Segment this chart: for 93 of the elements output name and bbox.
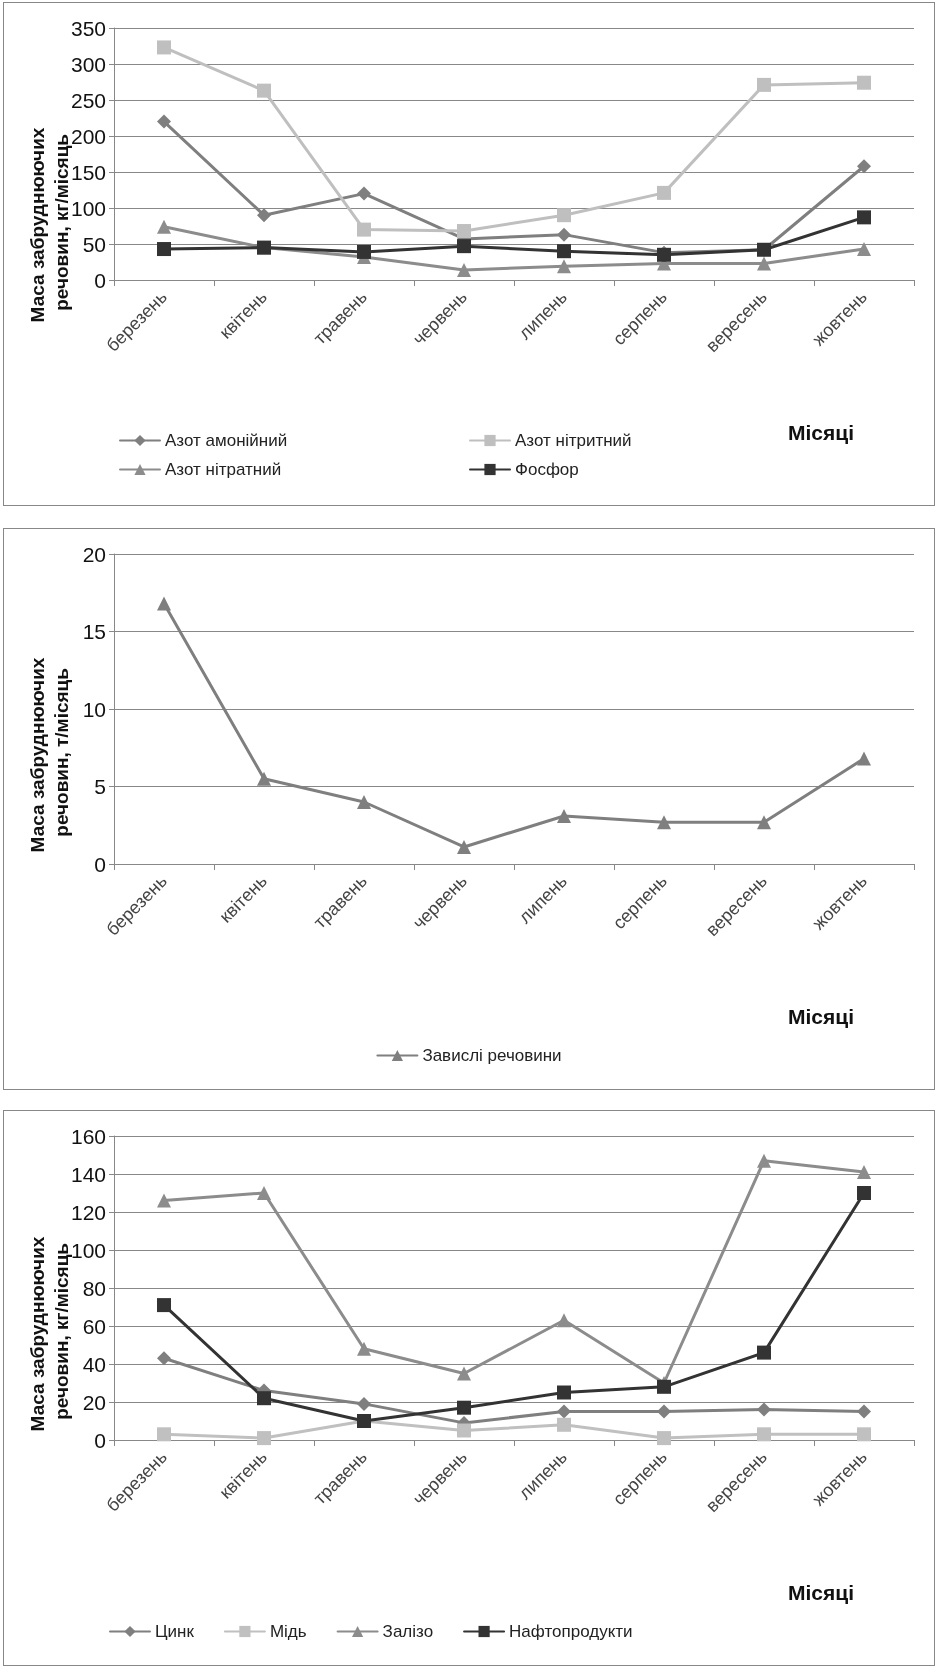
point bbox=[157, 40, 171, 55]
y-tick-label: 350 bbox=[70, 16, 106, 40]
point bbox=[457, 1400, 471, 1415]
point bbox=[557, 227, 571, 242]
point bbox=[457, 1423, 471, 1438]
legend-label: Азот нітритний bbox=[515, 431, 632, 450]
point bbox=[557, 208, 571, 223]
point bbox=[657, 1379, 671, 1394]
point bbox=[857, 210, 871, 225]
legend-label: Нафтопродукти bbox=[509, 1622, 633, 1641]
point bbox=[757, 256, 771, 271]
point bbox=[457, 239, 471, 254]
point bbox=[157, 219, 171, 234]
legend-label: Завислі речовини bbox=[422, 1046, 562, 1065]
y-axis-title: Маса забруднюючих речовин, т/місяць bbox=[26, 657, 72, 853]
legend-label: Мідь bbox=[269, 1622, 307, 1641]
point bbox=[157, 114, 171, 129]
x-axis-title: Місяці bbox=[788, 421, 855, 444]
point bbox=[157, 1351, 171, 1366]
y-tick-label: 20 bbox=[82, 1390, 106, 1414]
point bbox=[657, 815, 671, 830]
y-axis-title: Маса забруднюючих речовин, кг/місяць bbox=[26, 127, 72, 323]
point bbox=[157, 1427, 171, 1442]
point bbox=[357, 1396, 371, 1411]
point bbox=[857, 1427, 871, 1442]
point bbox=[557, 1417, 571, 1432]
y-tick-label: 60 bbox=[82, 1314, 106, 1338]
point bbox=[157, 1298, 171, 1313]
legend-label: Азот амонійний bbox=[165, 431, 288, 450]
y-tick-label: 160 bbox=[70, 1124, 106, 1148]
point bbox=[157, 596, 171, 611]
point bbox=[257, 83, 271, 98]
point bbox=[757, 1345, 771, 1360]
point bbox=[757, 1427, 771, 1442]
point bbox=[357, 186, 371, 201]
point bbox=[557, 259, 571, 274]
point bbox=[857, 75, 871, 90]
legend-label: Цинк bbox=[155, 1622, 195, 1641]
y-tick-label: 15 bbox=[82, 620, 106, 643]
point bbox=[757, 815, 771, 830]
point bbox=[857, 1186, 871, 1200]
point bbox=[257, 1186, 271, 1200]
point bbox=[557, 1385, 571, 1400]
y-tick-label: 10 bbox=[82, 697, 106, 721]
point bbox=[857, 1165, 871, 1180]
y-tick-label: 150 bbox=[70, 160, 106, 184]
legend-label: Азот нітратний bbox=[165, 460, 282, 479]
point bbox=[157, 242, 171, 257]
y-tick-label: 0 bbox=[94, 852, 106, 876]
point bbox=[257, 1431, 271, 1446]
point bbox=[457, 224, 471, 239]
x-axis-title: Місяці bbox=[788, 1005, 855, 1028]
point bbox=[757, 77, 771, 92]
point bbox=[257, 771, 271, 786]
point bbox=[557, 1313, 571, 1328]
point bbox=[757, 1153, 771, 1168]
point bbox=[557, 808, 571, 823]
legend-label: Залізо bbox=[382, 1622, 434, 1641]
point bbox=[357, 795, 371, 809]
point bbox=[657, 1404, 671, 1419]
y-tick-label: 250 bbox=[70, 88, 106, 112]
point bbox=[357, 222, 371, 237]
y-axis-title: Маса забруднюючих речовин, кг/місяць bbox=[26, 1236, 72, 1432]
y-tick-label: 0 bbox=[94, 268, 106, 292]
point bbox=[157, 1193, 171, 1208]
point bbox=[457, 839, 471, 854]
point bbox=[557, 244, 571, 259]
legend-label: Фосфор bbox=[515, 460, 579, 479]
point bbox=[457, 1366, 471, 1381]
point bbox=[357, 244, 371, 259]
y-tick-label: 100 bbox=[70, 196, 106, 220]
point bbox=[257, 208, 271, 223]
point bbox=[657, 1431, 671, 1446]
point bbox=[857, 159, 871, 174]
point bbox=[357, 1341, 371, 1356]
point bbox=[857, 1404, 871, 1419]
point bbox=[657, 185, 671, 200]
y-tick-label: 40 bbox=[82, 1352, 106, 1376]
y-tick-label: 80 bbox=[82, 1276, 106, 1300]
point bbox=[857, 751, 871, 766]
y-tick-label: 120 bbox=[70, 1200, 106, 1224]
y-tick-label: 20 bbox=[82, 542, 106, 566]
point bbox=[457, 262, 471, 277]
point bbox=[857, 242, 871, 257]
y-tick-label: 5 bbox=[94, 775, 106, 798]
y-tick-label: 140 bbox=[70, 1162, 106, 1186]
y-tick-label: 300 bbox=[70, 52, 106, 76]
point bbox=[757, 1402, 771, 1417]
y-tick-label: 50 bbox=[82, 232, 106, 256]
point bbox=[557, 1404, 571, 1419]
point bbox=[257, 1391, 271, 1406]
y-tick-label: 0 bbox=[94, 1428, 106, 1452]
x-axis-title: Місяці bbox=[788, 1581, 855, 1604]
